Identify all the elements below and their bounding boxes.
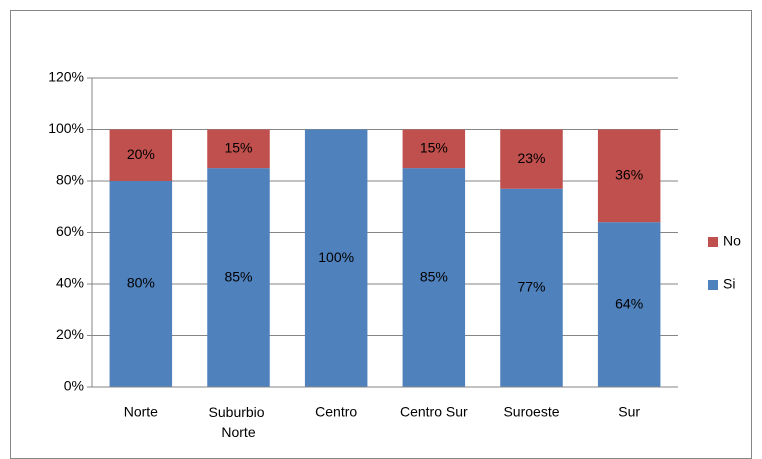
- x-tick-label: Suroeste: [503, 404, 559, 420]
- y-tick-label: 0%: [64, 378, 84, 394]
- y-tick-label: 80%: [56, 172, 84, 188]
- x-tick-label: Centro Sur: [400, 404, 468, 420]
- bar-segment: [207, 168, 270, 387]
- y-tick-label: 60%: [56, 223, 84, 239]
- x-tick-label: Sur: [618, 404, 640, 420]
- data-label: 23%: [517, 150, 545, 166]
- data-label: 15%: [224, 140, 252, 156]
- x-tick-label: Norte: [124, 404, 158, 420]
- bar-segment: [597, 222, 661, 387]
- data-label: 36%: [615, 167, 643, 183]
- bar-segment: [500, 188, 563, 387]
- data-label: 15%: [420, 140, 448, 156]
- legend-swatch: [708, 280, 718, 290]
- data-label: 64%: [615, 295, 643, 311]
- bar-segment: [500, 129, 563, 189]
- bar-segment: [109, 129, 173, 181]
- bar-segment: [109, 181, 173, 387]
- bar-segment: [402, 129, 466, 169]
- x-tick-label: Suburbio Norte: [209, 404, 269, 440]
- data-label: 80%: [127, 275, 155, 291]
- data-label: 85%: [224, 268, 252, 284]
- data-label: 20%: [127, 146, 155, 162]
- y-tick-label: 120%: [48, 69, 84, 85]
- data-label: 85%: [420, 268, 448, 284]
- y-tick-label: 20%: [56, 326, 84, 342]
- y-tick-label: 100%: [48, 120, 84, 136]
- bar-segment: [597, 129, 661, 223]
- data-label: 77%: [517, 279, 545, 295]
- bar-segment: [207, 129, 270, 169]
- bar-segment: [304, 129, 368, 387]
- data-label: 100%: [318, 249, 354, 265]
- legend-label: Si: [723, 276, 735, 292]
- y-tick-label: 40%: [56, 275, 84, 291]
- bar-segment: [402, 168, 466, 387]
- legend-label: No: [723, 233, 741, 249]
- legend-swatch: [708, 237, 718, 247]
- x-tick-label: Centro: [315, 404, 357, 420]
